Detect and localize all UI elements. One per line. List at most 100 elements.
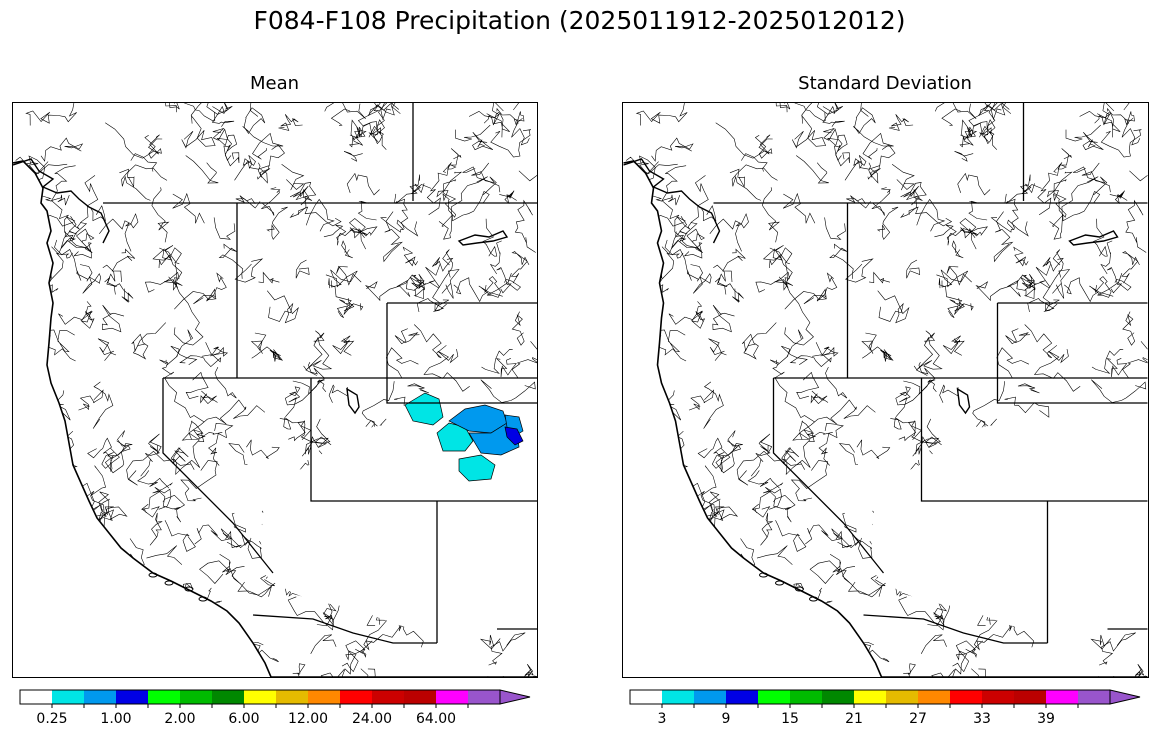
- basin-boundary: [782, 192, 816, 224]
- colorbar-segment: [1046, 690, 1078, 704]
- stddev-tick-label: 15: [781, 711, 799, 727]
- basin-boundary: [951, 240, 964, 259]
- basin-boundary: [1037, 505, 1066, 535]
- basin-boundary: [455, 124, 491, 142]
- basin-boundary: [495, 358, 517, 378]
- basin-boundary: [867, 162, 881, 180]
- basin-boundary: [364, 418, 388, 437]
- basin-boundary: [13, 432, 24, 455]
- basin-boundary: [911, 418, 941, 444]
- basin-boundary: [479, 634, 501, 650]
- basin-boundary: [762, 245, 793, 263]
- basin-boundary: [676, 175, 709, 230]
- basin-boundary: [336, 303, 364, 318]
- basin-boundary: [481, 348, 513, 374]
- basin-boundary: [1086, 426, 1111, 477]
- basin-boundary: [179, 342, 222, 368]
- basin-boundary: [632, 505, 651, 523]
- basin-boundary: [228, 443, 248, 465]
- basin-boundary: [442, 148, 462, 173]
- basin-boundary: [480, 379, 536, 403]
- basin-boundary: [711, 445, 742, 469]
- basin-boundary: [154, 487, 181, 511]
- basin-boundary: [51, 194, 74, 240]
- basin-boundary: [688, 465, 717, 505]
- basin-boundary: [219, 554, 242, 585]
- basin-boundary: [412, 547, 433, 578]
- lake: [1068, 230, 1119, 246]
- basin-boundary: [939, 384, 959, 403]
- basin-boundary: [1037, 164, 1060, 216]
- basin-boundary: [493, 599, 514, 620]
- basin-boundary: [296, 486, 329, 511]
- basin-boundary: [334, 560, 360, 577]
- basin-boundary: [623, 571, 630, 597]
- basin-boundary: [1013, 246, 1029, 267]
- colorbar-segment: [20, 690, 52, 704]
- basin-boundary: [891, 164, 915, 191]
- colorbar-segment: [822, 690, 854, 704]
- basin-boundary: [54, 239, 93, 282]
- basin-boundary: [812, 346, 839, 357]
- island: [148, 572, 158, 578]
- basin-boundary: [1091, 379, 1147, 403]
- basin-boundary: [300, 418, 331, 444]
- basin-boundary: [792, 416, 837, 441]
- basin-boundary: [1071, 494, 1092, 512]
- basin-boundary: [838, 443, 858, 465]
- basin-boundary: [793, 623, 819, 640]
- basin-boundary: [98, 491, 128, 520]
- basin-boundary: [970, 479, 992, 497]
- basin-boundary: [394, 427, 415, 442]
- basin-boundary: [172, 192, 205, 224]
- basin-boundary: [726, 619, 750, 631]
- basin-boundary: [824, 399, 876, 431]
- basin-boundary: [394, 328, 420, 345]
- basin-boundary: [709, 213, 749, 252]
- basin-boundary: [185, 371, 209, 400]
- basin-boundary: [69, 620, 97, 640]
- colorbar-segment: [694, 690, 726, 704]
- basin-boundary: [22, 505, 41, 523]
- basin-boundary: [856, 439, 891, 459]
- basin-boundary: [426, 505, 455, 535]
- basin-boundary: [975, 418, 999, 437]
- basin-boundary: [623, 450, 653, 478]
- basin-boundary: [261, 510, 289, 533]
- mean-state-borders: [103, 103, 537, 644]
- basin-boundary: [803, 288, 828, 305]
- basin-boundary: [750, 433, 773, 477]
- basin-boundary: [845, 258, 874, 283]
- basin-boundary: [671, 482, 725, 516]
- basin-boundary: [1103, 530, 1143, 580]
- basin-boundary: [60, 482, 114, 516]
- colorbar-outline: [629, 689, 1111, 705]
- basin-boundary: [46, 613, 68, 629]
- basin-boundary: [971, 668, 988, 677]
- basin-boundary: [510, 251, 530, 284]
- basin-boundary: [74, 555, 92, 563]
- basin-boundary: [342, 438, 357, 476]
- basin-boundary: [1104, 563, 1128, 616]
- basin-boundary: [295, 259, 310, 279]
- basin-boundary: [709, 491, 739, 520]
- basin-boundary: [234, 258, 264, 283]
- basin-boundary: [1121, 251, 1140, 284]
- basin-boundary: [397, 609, 424, 648]
- basin-boundary: [1072, 166, 1111, 193]
- basin-boundary: [809, 560, 856, 584]
- basin-boundary: [218, 243, 244, 279]
- basin-boundary: [1021, 529, 1040, 550]
- basin-boundary: [425, 264, 447, 312]
- stddev-tick-label: 21: [845, 711, 863, 727]
- basin-boundary: [862, 346, 894, 362]
- basin-boundary: [1057, 584, 1091, 609]
- basin-boundary: [332, 335, 355, 356]
- basin-boundary: [409, 273, 426, 289]
- basin-boundary: [632, 254, 654, 273]
- basin-boundary: [784, 272, 838, 310]
- basin-boundary: [13, 450, 43, 478]
- basin-boundary: [316, 601, 337, 627]
- basin-boundary: [61, 562, 77, 592]
- basin-boundary: [895, 379, 937, 406]
